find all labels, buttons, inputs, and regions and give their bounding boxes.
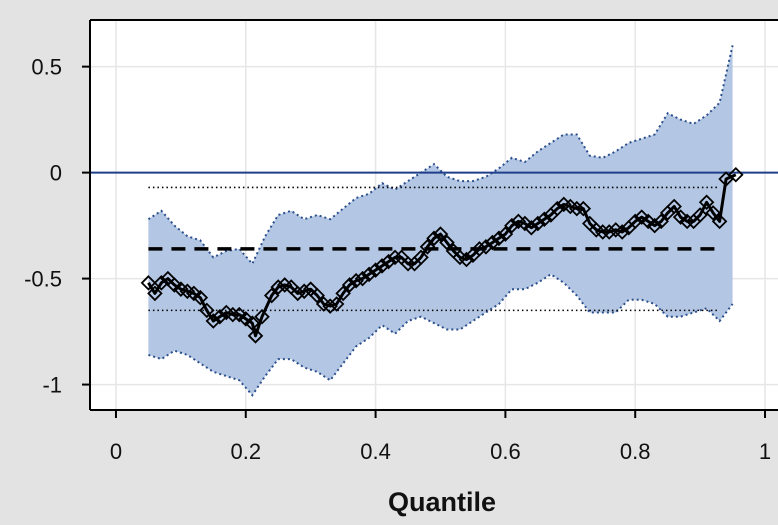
estimate-marker — [728, 166, 744, 183]
estimate-marker — [679, 213, 695, 230]
estimate-marker — [367, 262, 384, 278]
estimate-marker — [328, 296, 345, 312]
estimate-marker — [497, 226, 514, 242]
estimate-marker — [698, 194, 715, 211]
estimate-marker — [309, 287, 325, 304]
y-tick-label: -1 — [42, 373, 62, 398]
estimate-marker — [614, 224, 630, 240]
estimate-marker — [458, 251, 475, 268]
estimate-marker — [569, 200, 585, 217]
estimate-marker — [653, 213, 669, 230]
x-tick-label: 0.2 — [230, 439, 261, 464]
confidence-band — [148, 45, 733, 396]
estimate-marker — [192, 289, 209, 306]
x-tick-label: 0.8 — [620, 439, 651, 464]
estimate-marker — [523, 219, 540, 236]
estimate-marker — [601, 224, 618, 240]
estimate-marker — [238, 311, 254, 327]
estimate-marker — [231, 306, 248, 323]
confidence-band-lower-edge — [148, 273, 734, 397]
x-tick-label: 0.6 — [490, 439, 521, 464]
estimate-marker — [711, 213, 728, 230]
x-tick-label: 0 — [110, 439, 122, 464]
estimate-marker — [530, 215, 546, 232]
estimate-marker — [646, 217, 663, 234]
estimate-marker — [270, 279, 286, 295]
estimate-marker — [594, 224, 611, 240]
estimate-marker — [341, 277, 358, 293]
estimate-marker — [166, 277, 183, 293]
estimate-marker — [575, 200, 592, 217]
estimate-marker — [225, 306, 241, 323]
estimate-marker — [672, 209, 689, 225]
estimate-marker — [400, 255, 416, 272]
estimate-marker — [147, 285, 163, 302]
x-tick-label: 0.4 — [360, 439, 391, 464]
estimate-marker — [666, 198, 682, 215]
estimate-marker — [478, 239, 494, 255]
estimate-marker — [380, 253, 397, 270]
estimate-marker — [432, 226, 449, 242]
estimate-marker — [361, 266, 377, 283]
estimate-marker — [247, 328, 264, 344]
estimate-marker — [335, 285, 351, 302]
estimate-markers — [140, 166, 744, 344]
x-axis-ticks: 0 0.2 0.4 0.6 0.8 1 — [110, 410, 771, 464]
estimate-marker — [504, 217, 520, 234]
estimate-marker — [348, 272, 364, 289]
estimate-marker — [633, 209, 650, 225]
estimate-marker — [419, 239, 436, 255]
quantile-estimate-line — [147, 173, 737, 338]
estimate-marker — [140, 275, 157, 291]
estimate-marker — [296, 283, 312, 300]
estimate-marker — [199, 302, 215, 319]
estimate-marker — [153, 275, 170, 291]
estimate-marker — [212, 308, 228, 325]
estimate-marker — [322, 298, 338, 314]
estimate-marker — [205, 313, 222, 329]
y-tick-label: -0.5 — [24, 267, 62, 292]
y-axis-ticks: 0.5 0 -0.5 -1 — [24, 55, 90, 398]
estimate-marker — [549, 200, 566, 217]
estimate-marker — [354, 270, 371, 287]
estimate-marker — [627, 213, 643, 230]
estimate-marker — [289, 285, 306, 302]
estimate-marker — [471, 241, 488, 257]
y-tick-label: 0.5 — [31, 55, 62, 80]
confidence-band-upper-edge — [147, 45, 734, 266]
estimate-marker — [640, 213, 656, 230]
estimate-marker — [413, 249, 429, 266]
estimate-marker — [244, 315, 261, 331]
estimate-marker — [536, 211, 553, 228]
x-tick-label: 1 — [759, 439, 771, 464]
estimate-marker — [484, 234, 501, 251]
x-axis-title: Quantile — [388, 487, 496, 517]
y-tick-label: 0 — [50, 161, 62, 186]
estimate-marker — [374, 258, 390, 274]
estimate-marker — [517, 215, 533, 232]
estimate-marker — [439, 234, 455, 251]
estimate-marker — [705, 205, 721, 221]
estimate-marker — [692, 207, 708, 223]
estimate-marker — [426, 230, 442, 247]
estimate-marker — [186, 285, 202, 302]
estimate-marker — [491, 230, 507, 247]
estimate-marker — [254, 308, 270, 325]
estimate-marker — [387, 249, 403, 266]
estimate-marker — [263, 287, 280, 304]
